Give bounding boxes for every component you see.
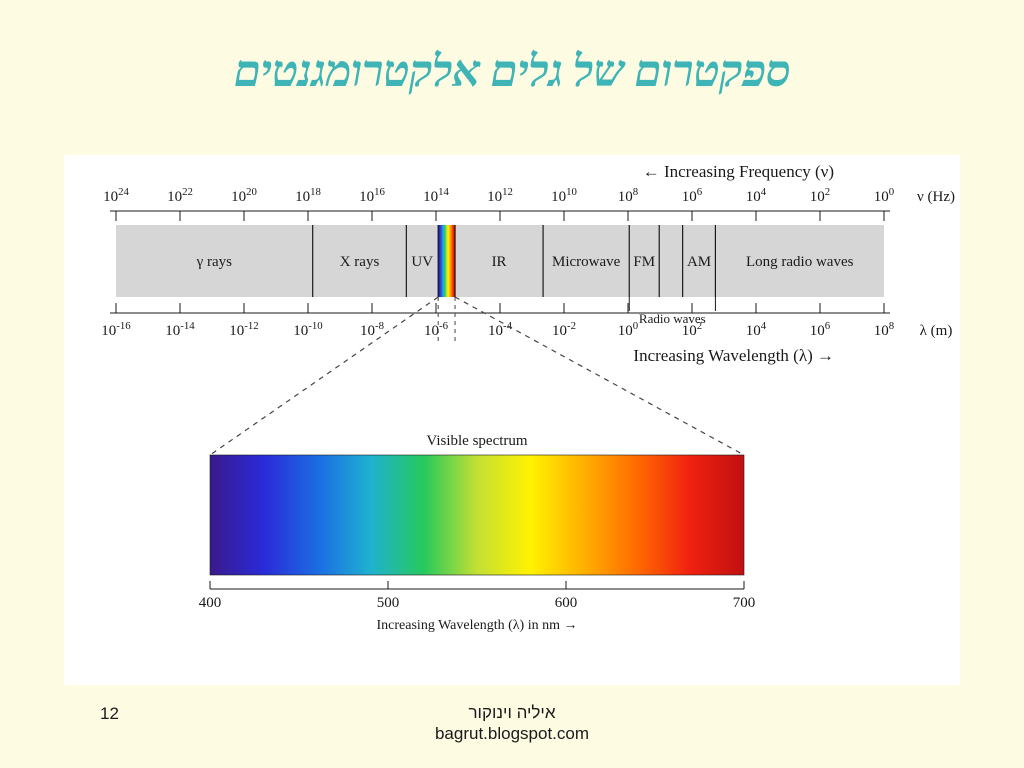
svg-text:← Increasing Frequency (ν): ← Increasing Frequency (ν) [643,162,834,181]
svg-text:λ (m): λ (m) [920,323,953,339]
spectrum-diagram: ← Increasing Frequency (ν) 1024 1022 1020 10… [64,155,960,685]
footer-author: איליה וינוקור [468,703,555,722]
svg-text:100: 100 [874,186,894,205]
svg-text:600: 600 [555,595,578,611]
svg-text:1018: 1018 [295,186,321,205]
svg-text:γ rays: γ rays [196,254,233,270]
svg-text:104: 104 [746,320,767,339]
svg-text:108: 108 [618,186,638,205]
svg-text:ν (Hz): ν (Hz) [917,189,955,205]
svg-text:10-12: 10-12 [229,320,258,339]
svg-text:102: 102 [682,320,702,339]
svg-text:10-6: 10-6 [424,320,449,339]
svg-text:106: 106 [810,320,831,339]
footer-site: bagrut.blogspot.com [435,724,589,743]
svg-text:Increasing Wavelength (λ) →: Increasing Wavelength (λ) → [633,346,834,365]
svg-text:1016: 1016 [359,186,385,205]
svg-text:10-14: 10-14 [165,320,195,339]
svg-text:Increasing Wavelength (λ) in n: Increasing Wavelength (λ) in nm → [377,618,578,633]
svg-text:1014: 1014 [423,186,449,205]
svg-text:700: 700 [733,595,756,611]
svg-text:AM: AM [687,254,711,270]
svg-text:1020: 1020 [231,186,257,205]
svg-text:1022: 1022 [167,186,193,205]
svg-text:X rays: X rays [340,254,380,270]
svg-text:Visible spectrum: Visible spectrum [426,433,527,449]
svg-text:10-2: 10-2 [552,320,576,339]
svg-text:FM: FM [633,254,655,270]
svg-text:1010: 1010 [551,186,577,205]
svg-text:102: 102 [810,186,830,205]
svg-text:Microwave: Microwave [552,254,621,270]
svg-text:108: 108 [874,320,894,339]
svg-text:100: 100 [618,320,638,339]
page-title: ספקטרום של גלים אלקטרומגנטים [0,46,1024,97]
svg-text:1024: 1024 [103,186,129,205]
svg-text:10-16: 10-16 [101,320,131,339]
footer: איליה וינוקור bagrut.blogspot.com [0,702,1024,745]
svg-text:Long radio waves: Long radio waves [746,254,854,270]
svg-text:10-10: 10-10 [293,320,322,339]
svg-text:400: 400 [199,595,222,611]
svg-text:10-4: 10-4 [488,320,513,339]
svg-text:104: 104 [746,186,767,205]
svg-text:IR: IR [492,254,507,270]
svg-text:500: 500 [377,595,400,611]
svg-text:106: 106 [682,186,703,205]
svg-text:1012: 1012 [487,186,513,205]
svg-text:UV: UV [411,254,433,270]
svg-text:10-8: 10-8 [360,320,384,339]
spectrum-svg: ← Increasing Frequency (ν) 1024 1022 1020 10… [64,155,960,685]
